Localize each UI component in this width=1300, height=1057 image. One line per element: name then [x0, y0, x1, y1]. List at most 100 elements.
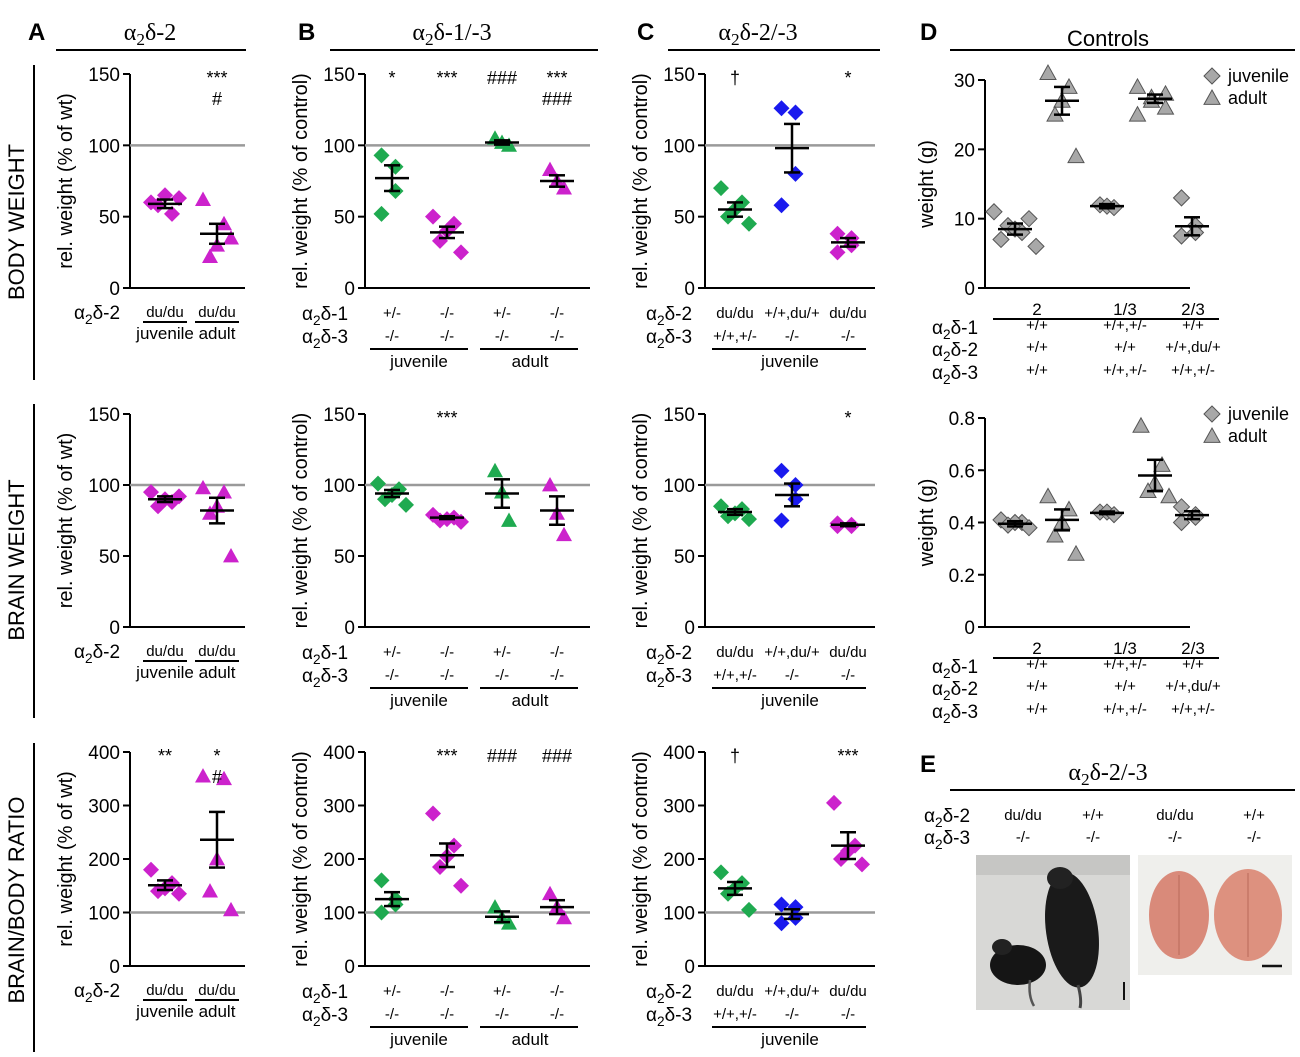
y-tick-label: 0 — [109, 957, 120, 978]
genotype-row-label: α2δ-2 — [924, 806, 970, 830]
y-tick-label: 100 — [663, 904, 695, 925]
data-point — [195, 191, 211, 206]
y-tick-label: 100 — [88, 136, 120, 157]
mutant-mouse-tail — [1028, 979, 1036, 1007]
genotype-value: -/- — [550, 305, 564, 322]
genotype-value: +/+ — [1243, 807, 1265, 824]
genotype-value: +/+,du/+ — [1165, 678, 1221, 695]
data-point — [164, 205, 180, 222]
y-tick-label: 0 — [109, 618, 120, 639]
data-point — [713, 864, 729, 881]
y-tick-label: 200 — [88, 850, 120, 871]
data-point — [195, 479, 211, 495]
genotype-value: -/- — [550, 644, 564, 661]
data-point — [370, 475, 386, 492]
significance-label: † — [730, 746, 740, 766]
genotype-value: +/+ — [1114, 678, 1136, 695]
genotype-value: +/+ — [1082, 807, 1104, 824]
significance-label: *** — [436, 408, 457, 428]
y-tick-label: 0.4 — [949, 514, 976, 535]
data-point — [542, 885, 558, 901]
genotype-value: du/du — [198, 982, 236, 999]
y-tick-label: 50 — [674, 208, 695, 229]
data-point — [1156, 98, 1175, 115]
genotype-value: +/+ — [1182, 317, 1204, 334]
data-point — [1039, 487, 1057, 504]
adult-mouse-tail — [1076, 984, 1083, 1009]
genotype-value: -/- — [785, 1006, 799, 1023]
genotype-value: du/du — [146, 304, 184, 321]
genotype-value: +/+ — [1026, 339, 1048, 356]
y-tick-label: 0 — [109, 279, 120, 300]
group-label: juvenile — [760, 1030, 819, 1049]
legend-marker-adult — [1203, 426, 1221, 443]
y-axis-label: rel. weight (% of control) — [290, 751, 312, 967]
y-tick-label: 400 — [323, 743, 355, 764]
row-label: BRAIN WEIGHT — [4, 479, 29, 640]
y-tick-label: 300 — [88, 797, 120, 818]
y-tick-label: 150 — [88, 65, 120, 86]
chart-B2: 0 50 100 150 rel. weight (% of control) *** — [290, 405, 590, 639]
data-point — [171, 885, 187, 902]
genotype-row-label: α2δ-2 — [932, 340, 978, 364]
y-tick-label: 50 — [334, 547, 355, 568]
group-label: adult — [199, 663, 236, 682]
y-tick-label: 400 — [663, 743, 695, 764]
genotype-row-label: α2δ-3 — [924, 828, 970, 852]
data-point — [1039, 64, 1057, 80]
genotype-value: -/- — [785, 328, 799, 345]
group-title: 2 — [1032, 639, 1041, 658]
significance-label: *** — [436, 68, 457, 88]
adult-mouse-head — [1047, 867, 1073, 889]
genotype-row-label: α2δ-3 — [932, 702, 978, 726]
mutant-mouse — [990, 945, 1046, 985]
group-label: juvenile — [389, 352, 448, 371]
genotype-value: -/- — [1086, 829, 1100, 846]
y-axis-label: rel. weight (% of control) — [290, 413, 312, 629]
genotype-value: -/- — [495, 328, 509, 345]
genotype-value: -/- — [550, 328, 564, 345]
genotype-value: +/- — [383, 305, 401, 322]
data-point — [377, 491, 393, 508]
y-tick-label: 0.8 — [949, 409, 975, 430]
chart-A1: 0 50 100 150 rel. weight (% of wt) ***# — [55, 65, 245, 300]
data-point — [373, 205, 390, 222]
significance-label: * — [213, 746, 220, 766]
y-tick-label: 100 — [663, 136, 695, 157]
y-axis-label: weight (g) — [916, 479, 938, 568]
data-point — [223, 230, 239, 245]
mice-photo — [976, 855, 1130, 1010]
data-point — [773, 915, 790, 932]
genotype-value: +/- — [493, 305, 511, 322]
group-title: 1/3 — [1113, 639, 1137, 658]
panel-header-D: D Controls — [920, 19, 1295, 51]
y-tick-label: 20 — [954, 140, 975, 161]
legend-label-adult: adult — [1228, 88, 1267, 108]
y-tick-label: 50 — [674, 547, 695, 568]
group-label: juvenile — [389, 691, 448, 710]
genotype-value: +/- — [383, 983, 401, 1000]
data-point — [741, 215, 757, 232]
genotype-row-label: α2δ-3 — [932, 363, 978, 387]
genotype-value: +/+,+/- — [1171, 701, 1215, 718]
genotype-value: -/- — [385, 328, 399, 345]
data-point — [829, 244, 846, 261]
genotype-labels-D2: α2δ-1α2δ-2α2δ-32+/++/++/+1/3+/+,+/-+/++/… — [932, 639, 1221, 726]
data-point — [202, 248, 218, 264]
data-point — [1172, 227, 1191, 245]
significance-label: ** — [158, 746, 172, 766]
genotype-row-label: α2δ-3 — [646, 1005, 692, 1029]
significance-label: *** — [546, 68, 567, 88]
genotype-row-label: α2δ-2 — [646, 304, 692, 328]
genotype-row-label: α2δ-2 — [74, 642, 120, 666]
genotype-value: du/du — [829, 305, 867, 322]
y-tick-label: 400 — [88, 743, 120, 764]
